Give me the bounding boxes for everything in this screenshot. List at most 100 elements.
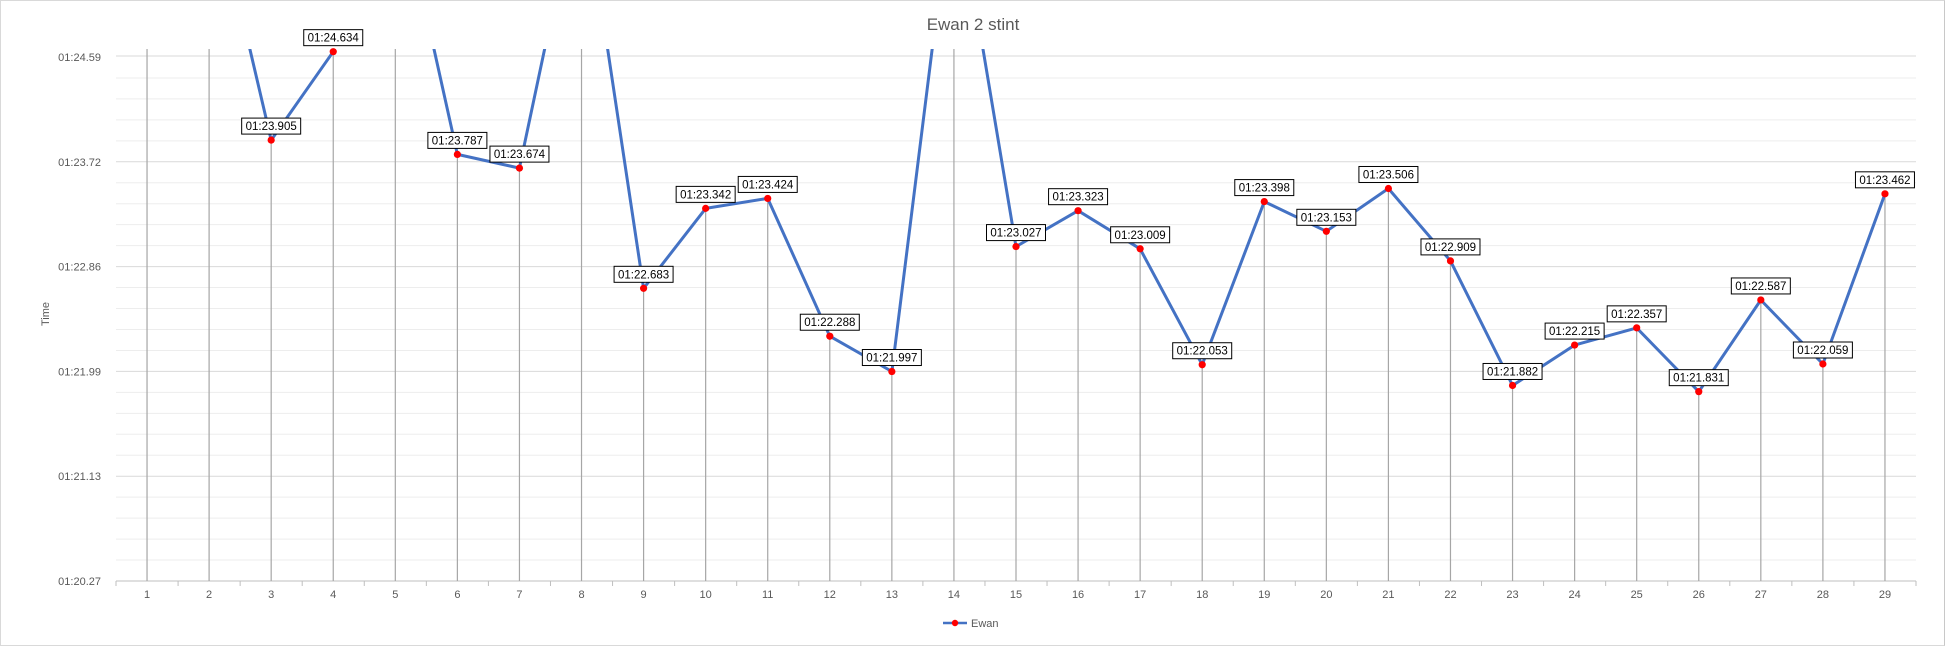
y-tick-label: 01:23.72: [58, 157, 101, 169]
y-tick-label: 01:22.86: [58, 262, 101, 274]
x-tick-label: 5: [392, 589, 398, 601]
data-label-box: [1048, 188, 1109, 206]
data-point: [1074, 207, 1082, 215]
data-label: 01:23.398: [1234, 179, 1295, 197]
y-tick-label: 01:21.99: [58, 366, 101, 378]
x-tick-label: 8: [578, 589, 584, 601]
data-label: 01:23.424: [737, 175, 798, 193]
data-label-box: [1668, 369, 1729, 387]
data-label-box: [303, 29, 364, 47]
data-point: [1757, 296, 1765, 304]
data-label: 01:22.909: [1420, 238, 1481, 256]
data-label: 01:23.674: [489, 145, 550, 163]
data-label-box: [1792, 341, 1853, 359]
data-label-text: 01:23.424: [742, 179, 794, 191]
data-label: 01:21.831: [1668, 369, 1729, 387]
x-tick-label: 4: [330, 589, 336, 601]
x-tick-label: 24: [1568, 589, 1580, 601]
x-tick-label: 11: [762, 589, 773, 601]
data-point: [1012, 242, 1020, 251]
x-tick-label: 13: [886, 589, 898, 601]
data-label-box: [613, 265, 674, 283]
data-label-text: 01:24.634: [308, 33, 360, 45]
y-axis-title: Time: [40, 302, 52, 326]
data-label-box: [1234, 179, 1295, 197]
y-tick-label: 01:20.27: [58, 576, 101, 588]
data-label: 01:22.059: [1792, 341, 1853, 359]
x-tick-label: 2: [206, 589, 212, 601]
x-tick-label: 17: [1134, 589, 1146, 601]
data-label-text: 01:22.683: [618, 269, 669, 281]
x-tick-label: 16: [1072, 589, 1084, 601]
x-tick-label: 12: [824, 589, 836, 601]
data-label-box: [675, 185, 736, 203]
x-tick-label: 1: [144, 589, 150, 601]
chart-title: Ewan 2 stint: [927, 15, 1020, 34]
x-axis-ticks: 1 2 3 4 5 6 7 8 9 10 11 12 13 14 15 16 17 18 19 20 21 22 23 24 2…: [115, 581, 1917, 601]
data-label-text: 01:22.053: [1177, 346, 1228, 358]
data-label-text: 01:23.398: [1239, 183, 1290, 195]
data-label-text: 01:23.905: [246, 121, 297, 133]
x-tick-label: 6: [454, 589, 460, 601]
data-label-box: [241, 117, 302, 135]
data-label: 01:22.053: [1172, 342, 1233, 360]
x-tick-label: 29: [1879, 589, 1891, 601]
x-tick-label: 27: [1755, 589, 1767, 601]
x-tick-label: 14: [948, 589, 960, 601]
x-tick-label: 23: [1506, 589, 1518, 601]
data-label: 01:24.634: [303, 29, 364, 47]
data-label-box: [737, 175, 798, 193]
data-label-text: 01:21.831: [1673, 373, 1724, 385]
data-label-box: [1110, 226, 1171, 244]
data-label: 01:22.215: [1544, 322, 1605, 340]
data-point: [453, 150, 461, 159]
data-point: [1819, 360, 1827, 368]
data-point: [515, 164, 524, 172]
data-point: [329, 48, 337, 56]
x-tick-label: 19: [1258, 589, 1270, 601]
data-label: 01:23.506: [1358, 165, 1419, 183]
x-tick-label: 20: [1320, 589, 1332, 601]
data-point: [1571, 341, 1579, 349]
x-tick-label: 26: [1693, 589, 1705, 601]
data-point: [1695, 388, 1703, 396]
data-label-box: [1482, 362, 1543, 380]
data-label-box: [986, 224, 1046, 242]
x-tick-label: 3: [268, 589, 274, 601]
data-label-box: [1172, 342, 1233, 360]
data-label-text: 01:23.674: [494, 149, 546, 161]
data-label: 01:22.357: [1606, 305, 1667, 323]
data-point: [826, 332, 834, 340]
data-label: 01:23.323: [1048, 188, 1109, 206]
data-label-box: [489, 145, 550, 163]
data-label-box: [861, 349, 922, 367]
data-label-text: 01:23.506: [1363, 169, 1414, 181]
data-point: [702, 204, 710, 212]
data-label: 01:22.683: [613, 265, 674, 283]
data-point: [1633, 324, 1641, 332]
legend-marker: [951, 619, 959, 627]
data-labels: 01:23.905 01:24.634 01:23.787 01:23.674 01:2…: [241, 29, 1915, 387]
x-tick-label: 25: [1631, 589, 1643, 601]
data-label: 01:21.997: [861, 349, 922, 367]
data-label: 01:21.882: [1482, 362, 1543, 380]
data-label-text: 01:23.787: [432, 135, 483, 147]
x-tick-label: 22: [1444, 589, 1456, 601]
data-label-text: 01:23.153: [1301, 212, 1352, 224]
x-tick-label: 28: [1817, 589, 1829, 601]
data-label-text: 01:22.909: [1425, 242, 1476, 254]
data-point: [267, 136, 275, 144]
data-label-box: [1358, 165, 1419, 183]
data-point: [1384, 184, 1393, 193]
data-label: 01:23.462: [1854, 171, 1915, 189]
data-label-text: 01:22.587: [1735, 281, 1786, 293]
data-label-box: [1854, 171, 1915, 189]
data-label-text: 01:21.997: [866, 353, 917, 365]
data-label-text: 01:22.288: [804, 317, 855, 329]
data-label-box: [1420, 238, 1481, 256]
series-markers: [267, 48, 1889, 396]
data-point: [639, 284, 648, 292]
data-label-text: 01:23.323: [1052, 192, 1103, 204]
data-label: 01:22.587: [1730, 277, 1791, 295]
